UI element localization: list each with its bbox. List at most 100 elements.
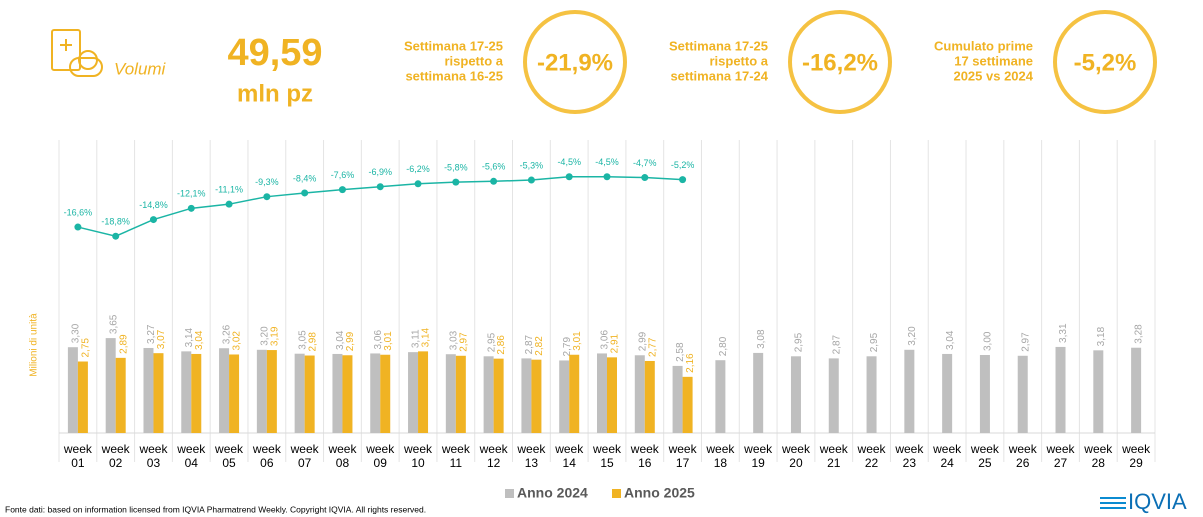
value-label: 2,95 [869, 332, 880, 352]
bar [266, 350, 277, 433]
value-label: 2,89 [118, 334, 129, 354]
trend-label: -6,2% [406, 164, 430, 174]
kpi-value: -16,2% [802, 49, 878, 76]
trend-label: -4,7% [633, 158, 657, 168]
kpi-value: -21,9% [537, 49, 613, 76]
bar [1093, 350, 1104, 433]
trend-point [527, 176, 535, 184]
bar [1055, 346, 1066, 433]
x-tick-label: week 02 [101, 442, 131, 470]
bar [493, 358, 504, 433]
trend-label: -11,1% [215, 185, 243, 195]
bar [531, 359, 542, 433]
kpi-text: rispetto a [709, 53, 768, 68]
x-tick-label: week 26 [1008, 442, 1038, 470]
x-tick-label: week 07 [290, 442, 320, 470]
x-tick-label: week 18 [705, 442, 735, 470]
x-tick-label: week 06 [252, 442, 282, 470]
bar [445, 354, 456, 433]
value-label: 3,26 [222, 324, 233, 344]
value-label: 2,99 [345, 331, 356, 351]
bar [521, 358, 532, 433]
value-label: 3,20 [907, 326, 918, 346]
x-tick-label: week 01 [63, 442, 93, 470]
bar [828, 358, 839, 433]
value-label: 2,80 [718, 336, 729, 356]
bar [105, 338, 116, 433]
trend-label: -5,6% [482, 162, 506, 172]
x-tick-label: week 10 [403, 442, 433, 470]
bar [866, 356, 877, 433]
trend-point [641, 174, 649, 182]
x-tick-label: week 05 [214, 442, 244, 470]
value-label: 2,75 [81, 338, 92, 358]
trend-point [263, 193, 271, 201]
bar [607, 357, 617, 433]
value-label: 3,31 [1058, 323, 1069, 343]
value-label: 3,06 [373, 330, 384, 350]
bar [181, 351, 192, 433]
bar [342, 355, 353, 433]
kpi-text: Settimana 17-25 [404, 38, 503, 53]
kpi-circle [788, 10, 892, 114]
value-label: 2,97 [458, 332, 469, 352]
bar [455, 355, 466, 433]
kpi-text: Settimana 17-25 [669, 38, 768, 53]
legend-label: Anno 2024 [517, 485, 588, 501]
value-label: 2,95 [486, 332, 497, 352]
value-label: 2,99 [637, 331, 648, 351]
bar [634, 355, 645, 433]
value-label: 3,14 [421, 327, 432, 347]
x-tick-label: week 08 [327, 442, 357, 470]
bar [77, 361, 88, 433]
value-label: 3,01 [572, 331, 583, 351]
x-tick-label: week 16 [630, 442, 660, 470]
x-tick-label: week 17 [668, 442, 698, 470]
volume-icon [51, 29, 103, 77]
x-tick-label: week 27 [1046, 442, 1076, 470]
bar [332, 353, 343, 433]
x-tick-label: week 12 [479, 442, 509, 470]
bar [904, 349, 915, 433]
value-label: 3,04 [335, 330, 346, 350]
legend-swatch [612, 489, 621, 498]
trend-label: -5,8% [444, 163, 468, 173]
bar [644, 360, 655, 433]
trend-point [414, 180, 422, 188]
kpi-circle [1053, 10, 1157, 114]
bar [569, 354, 580, 433]
x-tick-label: week 19 [743, 442, 773, 470]
header-value: 49,59 [227, 32, 322, 74]
bar [418, 351, 429, 433]
value-label: 3,08 [756, 329, 767, 349]
x-tick-label: week 21 [819, 442, 849, 470]
bar [191, 353, 202, 433]
trend-point [376, 183, 384, 191]
y-axis-label: Milioni di unità [29, 313, 40, 377]
kpi-text: 2025 vs 2024 [953, 68, 1033, 83]
trend-point [338, 186, 346, 194]
bar [483, 356, 494, 433]
x-tick-label: week 29 [1121, 442, 1151, 470]
bar [143, 347, 154, 433]
value-label: 3,02 [232, 331, 243, 351]
kpi-text: settimana 16-25 [405, 68, 503, 83]
value-label: 2,95 [794, 332, 805, 352]
trend-label: -8,4% [293, 173, 317, 183]
bar [753, 352, 764, 433]
trend-label: -5,3% [520, 160, 544, 170]
bar [219, 348, 230, 433]
x-tick-label: week 20 [781, 442, 811, 470]
trend-point [301, 189, 309, 197]
trend-point [149, 216, 157, 224]
value-label: 2,87 [524, 334, 535, 354]
value-label: 2,79 [562, 337, 573, 357]
value-label: 3,01 [383, 331, 394, 351]
trend-point [603, 173, 611, 181]
bar [790, 356, 801, 433]
header-label: Volumi [114, 59, 167, 78]
trend-label: -4,5% [557, 157, 581, 167]
x-tick-label: week 14 [554, 442, 584, 470]
trend-label: -4,5% [595, 157, 619, 167]
value-label: 3,14 [184, 327, 195, 347]
